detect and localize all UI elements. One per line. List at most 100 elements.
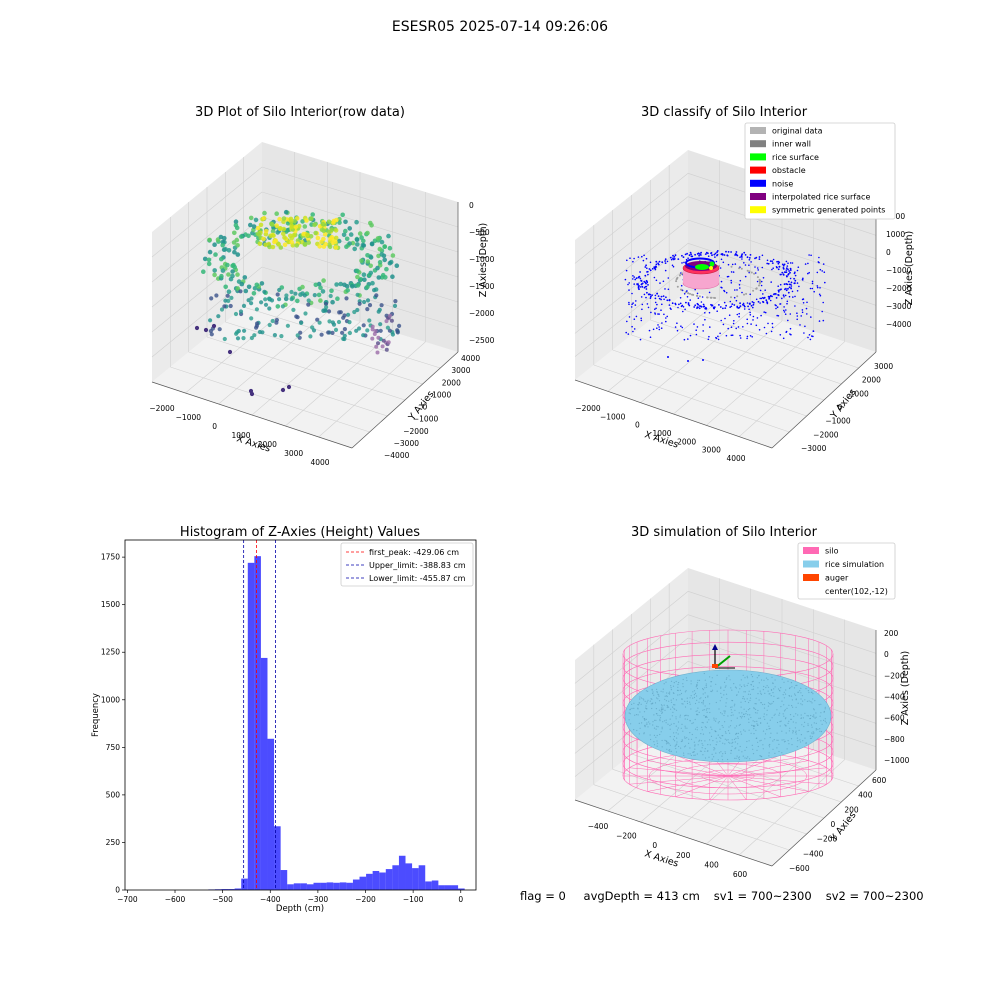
noise-point [646,267,648,270]
raw-data-point [345,288,351,293]
rice-surface-point [750,716,752,719]
histogram-bar [339,882,347,890]
rice-surface-point [673,740,676,742]
rice-surface-point [631,703,633,706]
rice-surface-point [709,739,711,741]
classify-x-axis-line [574,379,773,449]
noise-point [633,318,636,321]
rice-surface-point [806,700,809,703]
noise-point [735,299,738,302]
noise-point [676,329,679,332]
noise-point [811,287,814,290]
noise-point [750,304,753,307]
rice-surface-point [694,702,697,705]
noise-point [794,295,796,298]
rice-surface-point [809,735,811,737]
rice-surface-point [634,714,636,716]
rice-surface-point [701,702,703,704]
rice-surface-point [647,726,649,728]
raw-data-point [310,325,315,330]
raw-data-point [361,272,367,278]
rice-surface-point [715,744,717,746]
raw-data-point [327,319,332,324]
raw-data-point [208,318,213,323]
rice-surface-point [779,712,781,714]
rice-surface-point [660,704,663,706]
noise-point [667,277,670,279]
rice-surface-point [815,716,817,718]
rice-surface-point [650,738,652,741]
noise-point [769,260,772,262]
raw-data-point [326,330,331,335]
rice-surface-point [732,741,734,744]
original-data-point [680,288,682,291]
rice-surface-point [752,685,755,687]
original-data-point [743,293,745,296]
noise-point [749,293,751,296]
rice-surface-point [763,685,765,688]
rice-surface-point [768,746,771,748]
rice-surface-point [792,730,794,732]
rice-surface-point [664,695,666,697]
noise-point [660,309,662,312]
rice-surface-point [684,736,686,738]
rice-surface-point [797,691,799,693]
rice-surface-point [759,755,761,757]
rice-surface-point [646,722,648,724]
rice-surface-point [645,705,647,707]
noise-point [677,258,680,260]
rice-surface-point [682,686,684,688]
noise-point [819,268,822,271]
rice-surface-point [701,743,703,745]
noise-point [684,308,686,311]
noise-point [666,260,669,263]
raw-data-point [352,309,357,315]
raw-data-point [319,239,324,245]
original-data-point [675,280,678,283]
rice-surface-point [756,712,758,714]
noise-point [700,254,702,256]
noise-point [717,335,719,338]
rice-surface-point [794,727,797,729]
rice-surface-point [766,685,768,687]
rice-surface-point [650,703,652,705]
rice-surface-point [768,752,770,754]
noise-point [794,282,796,284]
raw-data-point [223,247,228,252]
rice-surface-point [706,711,708,714]
rice-surface-point [659,733,661,736]
rice-surface-point [708,756,710,758]
noise-point [683,293,686,295]
rice-surface-point [711,728,713,730]
noise-point [734,263,737,265]
raw-data-point [257,329,262,335]
raw-data-point [283,209,289,215]
noise-point [726,254,729,257]
rice-surface-point [782,694,784,696]
raw-data-point [261,216,267,221]
rice-surface-point [628,712,630,714]
rice-surface-point [740,701,742,703]
raw-data-point [292,218,298,224]
raw-data-point [355,307,360,313]
rice-surface-point [644,719,646,721]
rice-surface-point [730,750,732,752]
rice-surface-point [731,699,733,702]
rice-surface-point [786,748,788,750]
histogram-y-tick-label: 500 [106,790,121,799]
noise-point [660,295,663,298]
noise-point [741,258,743,260]
rice-surface-point [804,699,806,701]
noise-point [816,285,819,287]
rice-surface-point [698,679,701,682]
rice-surface-point [752,753,755,755]
raw-data-point [361,333,366,338]
histogram-bar [333,882,340,890]
rice-surface-point [824,708,826,710]
noise-point [794,274,797,277]
noise-point [641,255,643,258]
rice-surface-point [668,700,670,702]
rice-surface-point [711,689,714,691]
raw-data-point [357,231,363,236]
rice-surface-point [783,704,785,706]
